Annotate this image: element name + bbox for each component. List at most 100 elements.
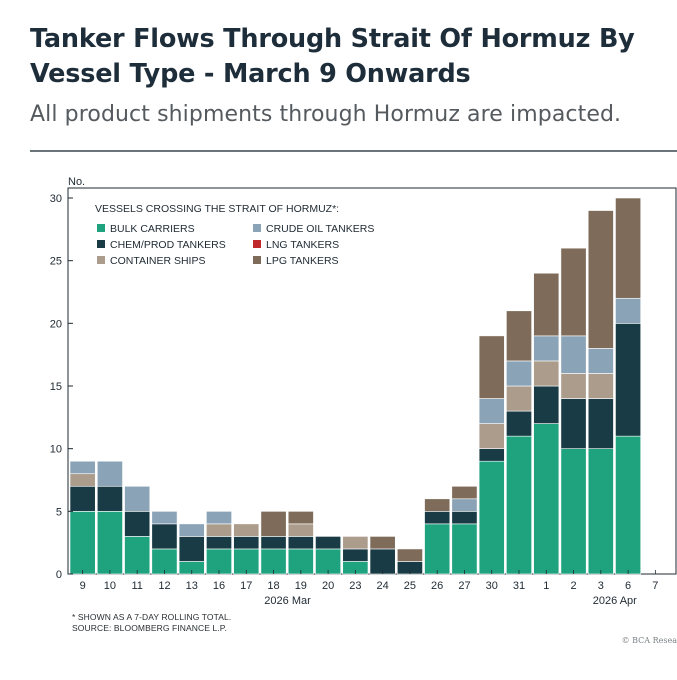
legend-label: CONTAINER SHIPS: [110, 255, 205, 267]
page-subtitle: All product shipments through Hormuz are…: [30, 102, 622, 127]
x-month-label: 2026 Apr: [593, 595, 637, 607]
bar-segment: [396, 548, 423, 562]
y-tick-label: 5: [56, 506, 62, 518]
x-month-label: 2026 Mar: [264, 595, 311, 607]
bar-segment: [506, 310, 532, 362]
x-tick-label: 3: [598, 580, 604, 592]
bar-segment: [587, 373, 614, 399]
bar-segment: [151, 523, 178, 550]
bar-segment: [533, 360, 560, 387]
source-note: SOURCE: BLOOMBERG FINANCE L.P.: [72, 623, 227, 633]
bar-segment: [478, 398, 505, 424]
x-tick-label: 26: [431, 580, 443, 592]
legend-label: LNG TANKERS: [266, 239, 339, 251]
legend-label: LPG TANKERS: [266, 255, 339, 267]
bar-segment: [478, 335, 505, 399]
bar-segment: [369, 536, 396, 550]
bar-segment: [69, 485, 96, 512]
x-tick-label: 16: [213, 580, 225, 592]
bar-segment: [233, 523, 260, 537]
bar-segment: [451, 498, 478, 512]
x-tick-label: 18: [267, 580, 279, 592]
bar-segment: [287, 548, 314, 575]
x-tick-label: 9: [80, 580, 86, 592]
bar-segment: [287, 536, 314, 550]
bar-segment: [342, 548, 369, 562]
bar-segment: [424, 498, 451, 512]
page-title: Tanker Flows Through Strait Of Hormuz By…: [30, 24, 635, 89]
bar-segment: [96, 511, 123, 575]
bar-segment: [178, 536, 205, 562]
x-tick-label: 12: [158, 580, 170, 592]
x-tick-label: 24: [377, 580, 389, 592]
bar-segment: [533, 385, 560, 424]
bar-segment: [506, 385, 532, 412]
bar-segment: [451, 511, 478, 525]
legend-swatch: [97, 256, 105, 264]
bar-segment: [124, 511, 151, 537]
y-tick-label: 25: [50, 256, 62, 268]
bar-segment: [260, 511, 287, 537]
bar-segment: [233, 548, 260, 575]
bar-segment: [587, 398, 614, 449]
bar-segment: [587, 210, 614, 349]
x-tick-label: 31: [513, 580, 525, 592]
bar-segment: [260, 536, 287, 550]
bar-segment: [506, 410, 532, 437]
bar-segment: [369, 548, 396, 575]
x-tick-label: 25: [404, 580, 416, 592]
bar-segment: [506, 360, 532, 387]
bar-segment: [124, 536, 151, 575]
legend-title: VESSELS CROSSING THE STRAIT OF HORMUZ*:: [95, 203, 339, 215]
bar-segment: [151, 511, 178, 525]
bar-segment: [478, 423, 505, 449]
legend-swatch: [253, 240, 261, 248]
y-tick-label: 15: [50, 381, 62, 393]
y-tick-label: 10: [50, 444, 62, 456]
legend-swatch: [253, 224, 261, 232]
bar-segment: [206, 511, 232, 525]
bar-segment: [424, 511, 451, 525]
legend-swatch: [97, 224, 105, 232]
bar-segment: [506, 435, 532, 575]
bar-segment: [96, 460, 123, 487]
bar-segment: [287, 511, 314, 525]
bar-segment: [533, 423, 560, 575]
bar-segment: [533, 335, 560, 362]
bar-segment: [478, 448, 505, 462]
bar-segment: [478, 460, 505, 575]
x-tick-label: 1: [543, 580, 549, 592]
title-divider: [30, 150, 677, 152]
x-tick-label: 17: [240, 580, 252, 592]
bar-segment: [96, 485, 123, 512]
bar-segment: [560, 373, 587, 399]
bar-segment: [233, 536, 260, 550]
x-tick-label: 20: [322, 580, 334, 592]
y-axis-label: No.: [68, 176, 85, 188]
bar-segment: [560, 335, 587, 374]
legend-label: BULK CARRIERS: [110, 223, 195, 235]
legend-swatch: [97, 240, 105, 248]
bar-segment: [615, 323, 642, 437]
bar-segment: [424, 523, 451, 575]
legend-swatch: [253, 256, 261, 264]
bar-segment: [178, 523, 205, 537]
bar-segment: [587, 448, 614, 575]
bar-segment: [615, 197, 642, 299]
bar-segment: [615, 435, 642, 575]
y-tick-label: 20: [50, 318, 62, 330]
bar-segment: [560, 398, 587, 449]
bar-segment: [533, 272, 560, 337]
bar-segment: [69, 511, 96, 575]
x-tick-label: 2: [570, 580, 576, 592]
bar-segment: [451, 485, 478, 500]
bar-segment: [451, 523, 478, 575]
bar-segment: [560, 247, 587, 337]
bar-segment: [206, 523, 232, 537]
bar-segment: [315, 536, 342, 550]
legend-label: CHEM/PROD TANKERS: [110, 239, 226, 251]
bar-segment: [587, 348, 614, 374]
bar-segment: [69, 473, 96, 487]
bar-segment: [560, 448, 587, 575]
